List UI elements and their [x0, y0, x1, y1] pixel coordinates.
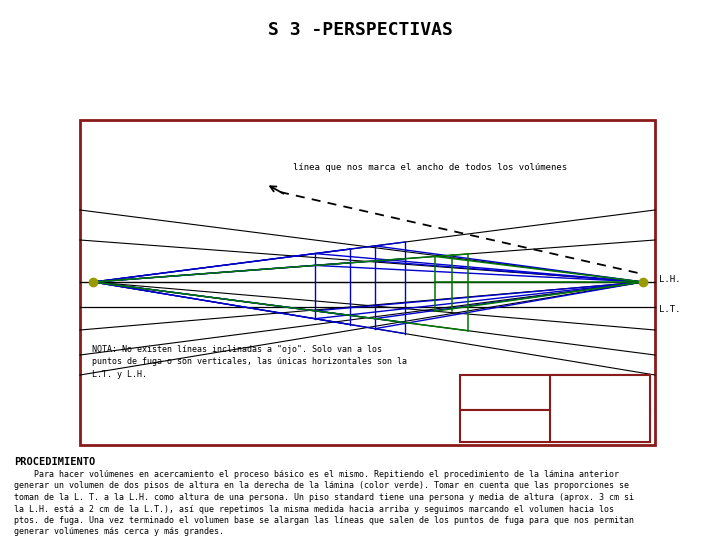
- Bar: [460, 375, 650, 410]
- Text: L.H.: L.H.: [659, 275, 680, 285]
- Text: generar volúmenes más cerca y más grandes.: generar volúmenes más cerca y más grande…: [14, 528, 224, 537]
- Text: L.T.: L.T.: [659, 306, 680, 314]
- Text: Para hacer volúmenes en acercamiento el proceso básico es el mismo. Repitiendo e: Para hacer volúmenes en acercamiento el …: [14, 470, 619, 479]
- Text: la L.H. está a 2 cm de la L.T.), así que repetimos la misma medida hacia arriba : la L.H. está a 2 cm de la L.T.), así que…: [14, 504, 614, 514]
- Text: ptos. de fuga. Una vez terminado el volumen base se alargan las líneas que salen: ptos. de fuga. Una vez terminado el volu…: [14, 516, 634, 525]
- Text: NOTA: No existen líneas inclinadas a "ojo". Solo van a los
puntos de fuga o son : NOTA: No existen líneas inclinadas a "oj…: [92, 345, 407, 379]
- Text: línea que nos marca el ancho de todos los volúmenes: línea que nos marca el ancho de todos lo…: [293, 163, 567, 172]
- Text: S 3 -PERSPECTIVAS: S 3 -PERSPECTIVAS: [268, 21, 452, 39]
- Bar: [550, 375, 650, 442]
- Bar: [80, 120, 655, 445]
- Text: PROCEDIMIENTO: PROCEDIMIENTO: [14, 457, 95, 467]
- Text: toman de la L. T. a la L.H. como altura de una persona. Un piso standard tiene u: toman de la L. T. a la L.H. como altura …: [14, 493, 634, 502]
- Text: generar un volumen de dos pisos de altura en la derecha de la lámina (color verd: generar un volumen de dos pisos de altur…: [14, 482, 629, 490]
- Bar: [460, 410, 650, 442]
